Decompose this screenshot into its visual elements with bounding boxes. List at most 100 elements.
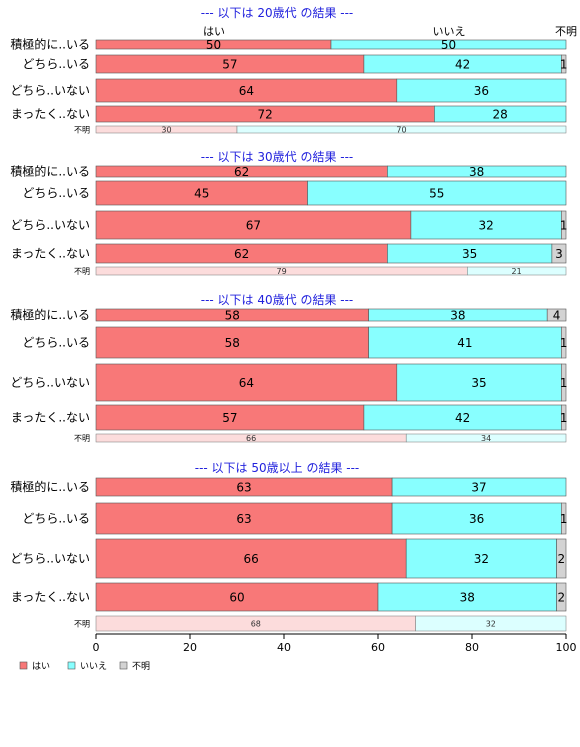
data-label: 1 <box>560 512 568 526</box>
bar-row: 積極的に..いる 63 37 <box>10 477 567 497</box>
x-tick-label: 40 <box>277 641 291 654</box>
bar-row: まったく..ない 60 38 2 <box>11 582 567 612</box>
row-label: 積極的に..いる <box>10 479 90 494</box>
data-label: 50 <box>441 38 456 52</box>
bar-row: まったく..ない 72 28 <box>11 105 567 123</box>
bar-segment-unknown <box>560 326 567 359</box>
group-title: --- 以下は 40歳代 の結果 --- <box>201 293 354 307</box>
data-label: 37 <box>471 481 486 495</box>
data-label: 50 <box>206 38 221 52</box>
data-label: 2 <box>557 591 565 605</box>
bar-segment-unknown <box>556 538 567 579</box>
bar-segment-yes <box>95 363 398 402</box>
unknown-data-label: 32 <box>486 620 496 629</box>
chart-groups: はい いいえ 不明--- 以下は 20歳代 の結果 ---積極的に..いる 50 50ど… <box>10 6 577 632</box>
data-label: 62 <box>234 247 249 261</box>
group-title: --- 以下は 30歳代 の結果 --- <box>201 150 354 164</box>
bar-row: どちら..いる 58 41 1 <box>22 326 568 359</box>
unknown-row-label: 不明 <box>74 267 90 276</box>
unknown-data-label: 30 <box>161 126 171 135</box>
bar-row: 積極的に..いる 62 38 <box>10 164 567 179</box>
data-label: 57 <box>222 411 237 425</box>
bar-segment-no <box>434 105 567 123</box>
bar-segment-no <box>396 78 567 103</box>
row-label: どちら..いない <box>10 376 90 390</box>
data-label: 63 <box>236 512 251 526</box>
legend: はい いいえ 不明 <box>19 661 150 672</box>
unknown-row: 不明 68 32 <box>74 615 567 632</box>
bar-segment-unknown <box>560 210 567 240</box>
legend-swatch <box>19 661 28 670</box>
unknown-segment-no <box>467 266 567 276</box>
data-label: 42 <box>455 411 470 425</box>
x-tick-label: 60 <box>371 641 385 654</box>
legend-item: はい <box>19 661 50 672</box>
unknown-data-label: 79 <box>277 267 287 276</box>
row-label: まったく..ない <box>11 247 90 261</box>
bar-segment-yes <box>95 502 393 535</box>
data-label: 35 <box>462 247 477 261</box>
group-title: --- 以下は 50歳以上 の結果 --- <box>195 461 360 475</box>
data-label: 1 <box>560 336 568 350</box>
bar-segment-no <box>368 326 562 359</box>
data-label: 38 <box>469 165 484 179</box>
unknown-data-label: 66 <box>246 434 256 443</box>
x-tick-label: 0 <box>93 641 100 654</box>
bar-segment-no <box>330 39 567 50</box>
legend-swatch <box>67 661 76 670</box>
x-tick-label: 80 <box>465 641 479 654</box>
bar-row: どちら..いない 66 32 2 <box>10 538 567 579</box>
row-label: まったく..ない <box>11 590 90 604</box>
x-tick-label: 100 <box>556 641 577 654</box>
bar-segment-yes <box>95 582 379 612</box>
legend-label: いいえ <box>80 661 107 672</box>
bar-row: まったく..ない 57 42 1 <box>11 404 567 431</box>
data-label: 55 <box>429 187 444 201</box>
data-label: 58 <box>225 309 240 323</box>
data-label: 62 <box>234 165 249 179</box>
unknown-row-label: 不明 <box>74 620 90 629</box>
unknown-data-label: 68 <box>251 620 261 629</box>
data-label: 58 <box>225 336 240 350</box>
data-label: 32 <box>474 552 489 566</box>
bar-segment-unknown <box>560 404 567 431</box>
data-label: 67 <box>246 219 261 233</box>
row-label: 積極的に..いる <box>10 37 90 52</box>
data-label: 41 <box>457 336 472 350</box>
x-tick-label: 20 <box>183 641 197 654</box>
data-label: 32 <box>478 219 493 233</box>
unknown-row-label: 不明 <box>74 126 90 135</box>
bar-row: まったく..ない 62 35 3 <box>11 243 567 264</box>
bar-segment-unknown <box>560 502 567 535</box>
bar-segment-no <box>377 582 557 612</box>
bar-row: どちら..いる 63 36 1 <box>22 502 568 535</box>
bar-row: どちら..いない 67 32 1 <box>10 210 568 240</box>
row-label: どちら..いない <box>10 552 90 566</box>
unknown-data-label: 70 <box>396 126 406 135</box>
bar-segment-unknown <box>551 243 567 264</box>
bar-row: どちら..いる 57 42 1 <box>22 54 568 74</box>
data-label: 64 <box>239 376 254 390</box>
bar-row: どちら..いない 64 36 <box>10 78 567 103</box>
bar-segment-yes <box>95 210 412 240</box>
bar-segment-unknown <box>556 582 567 612</box>
data-label: 1 <box>560 58 568 72</box>
bar-segment-no <box>387 165 567 178</box>
data-label: 66 <box>243 552 258 566</box>
bar-segment-yes <box>95 180 308 206</box>
bar-row: どちら..いる 45 55 <box>22 180 567 206</box>
age-group: --- 以下は 40歳代 の結果 --- 積極的に..いる 58 38 4 どちら..いる… <box>10 293 567 443</box>
data-label: 1 <box>560 219 568 233</box>
bar-segment-unknown <box>546 308 567 322</box>
bar-row: 積極的に..いる 58 38 4 <box>10 307 567 323</box>
data-label: 1 <box>560 376 568 390</box>
unknown-row: 不明 79 21 <box>74 266 567 276</box>
unknown-segment-no <box>415 615 567 632</box>
bar-segment-unknown <box>560 363 567 402</box>
top-series-label: 不明 <box>555 25 577 38</box>
row-label: どちら..いる <box>22 57 90 71</box>
data-label: 72 <box>258 108 273 122</box>
data-label: 57 <box>222 58 237 72</box>
row-label: 積極的に..いる <box>10 307 90 322</box>
